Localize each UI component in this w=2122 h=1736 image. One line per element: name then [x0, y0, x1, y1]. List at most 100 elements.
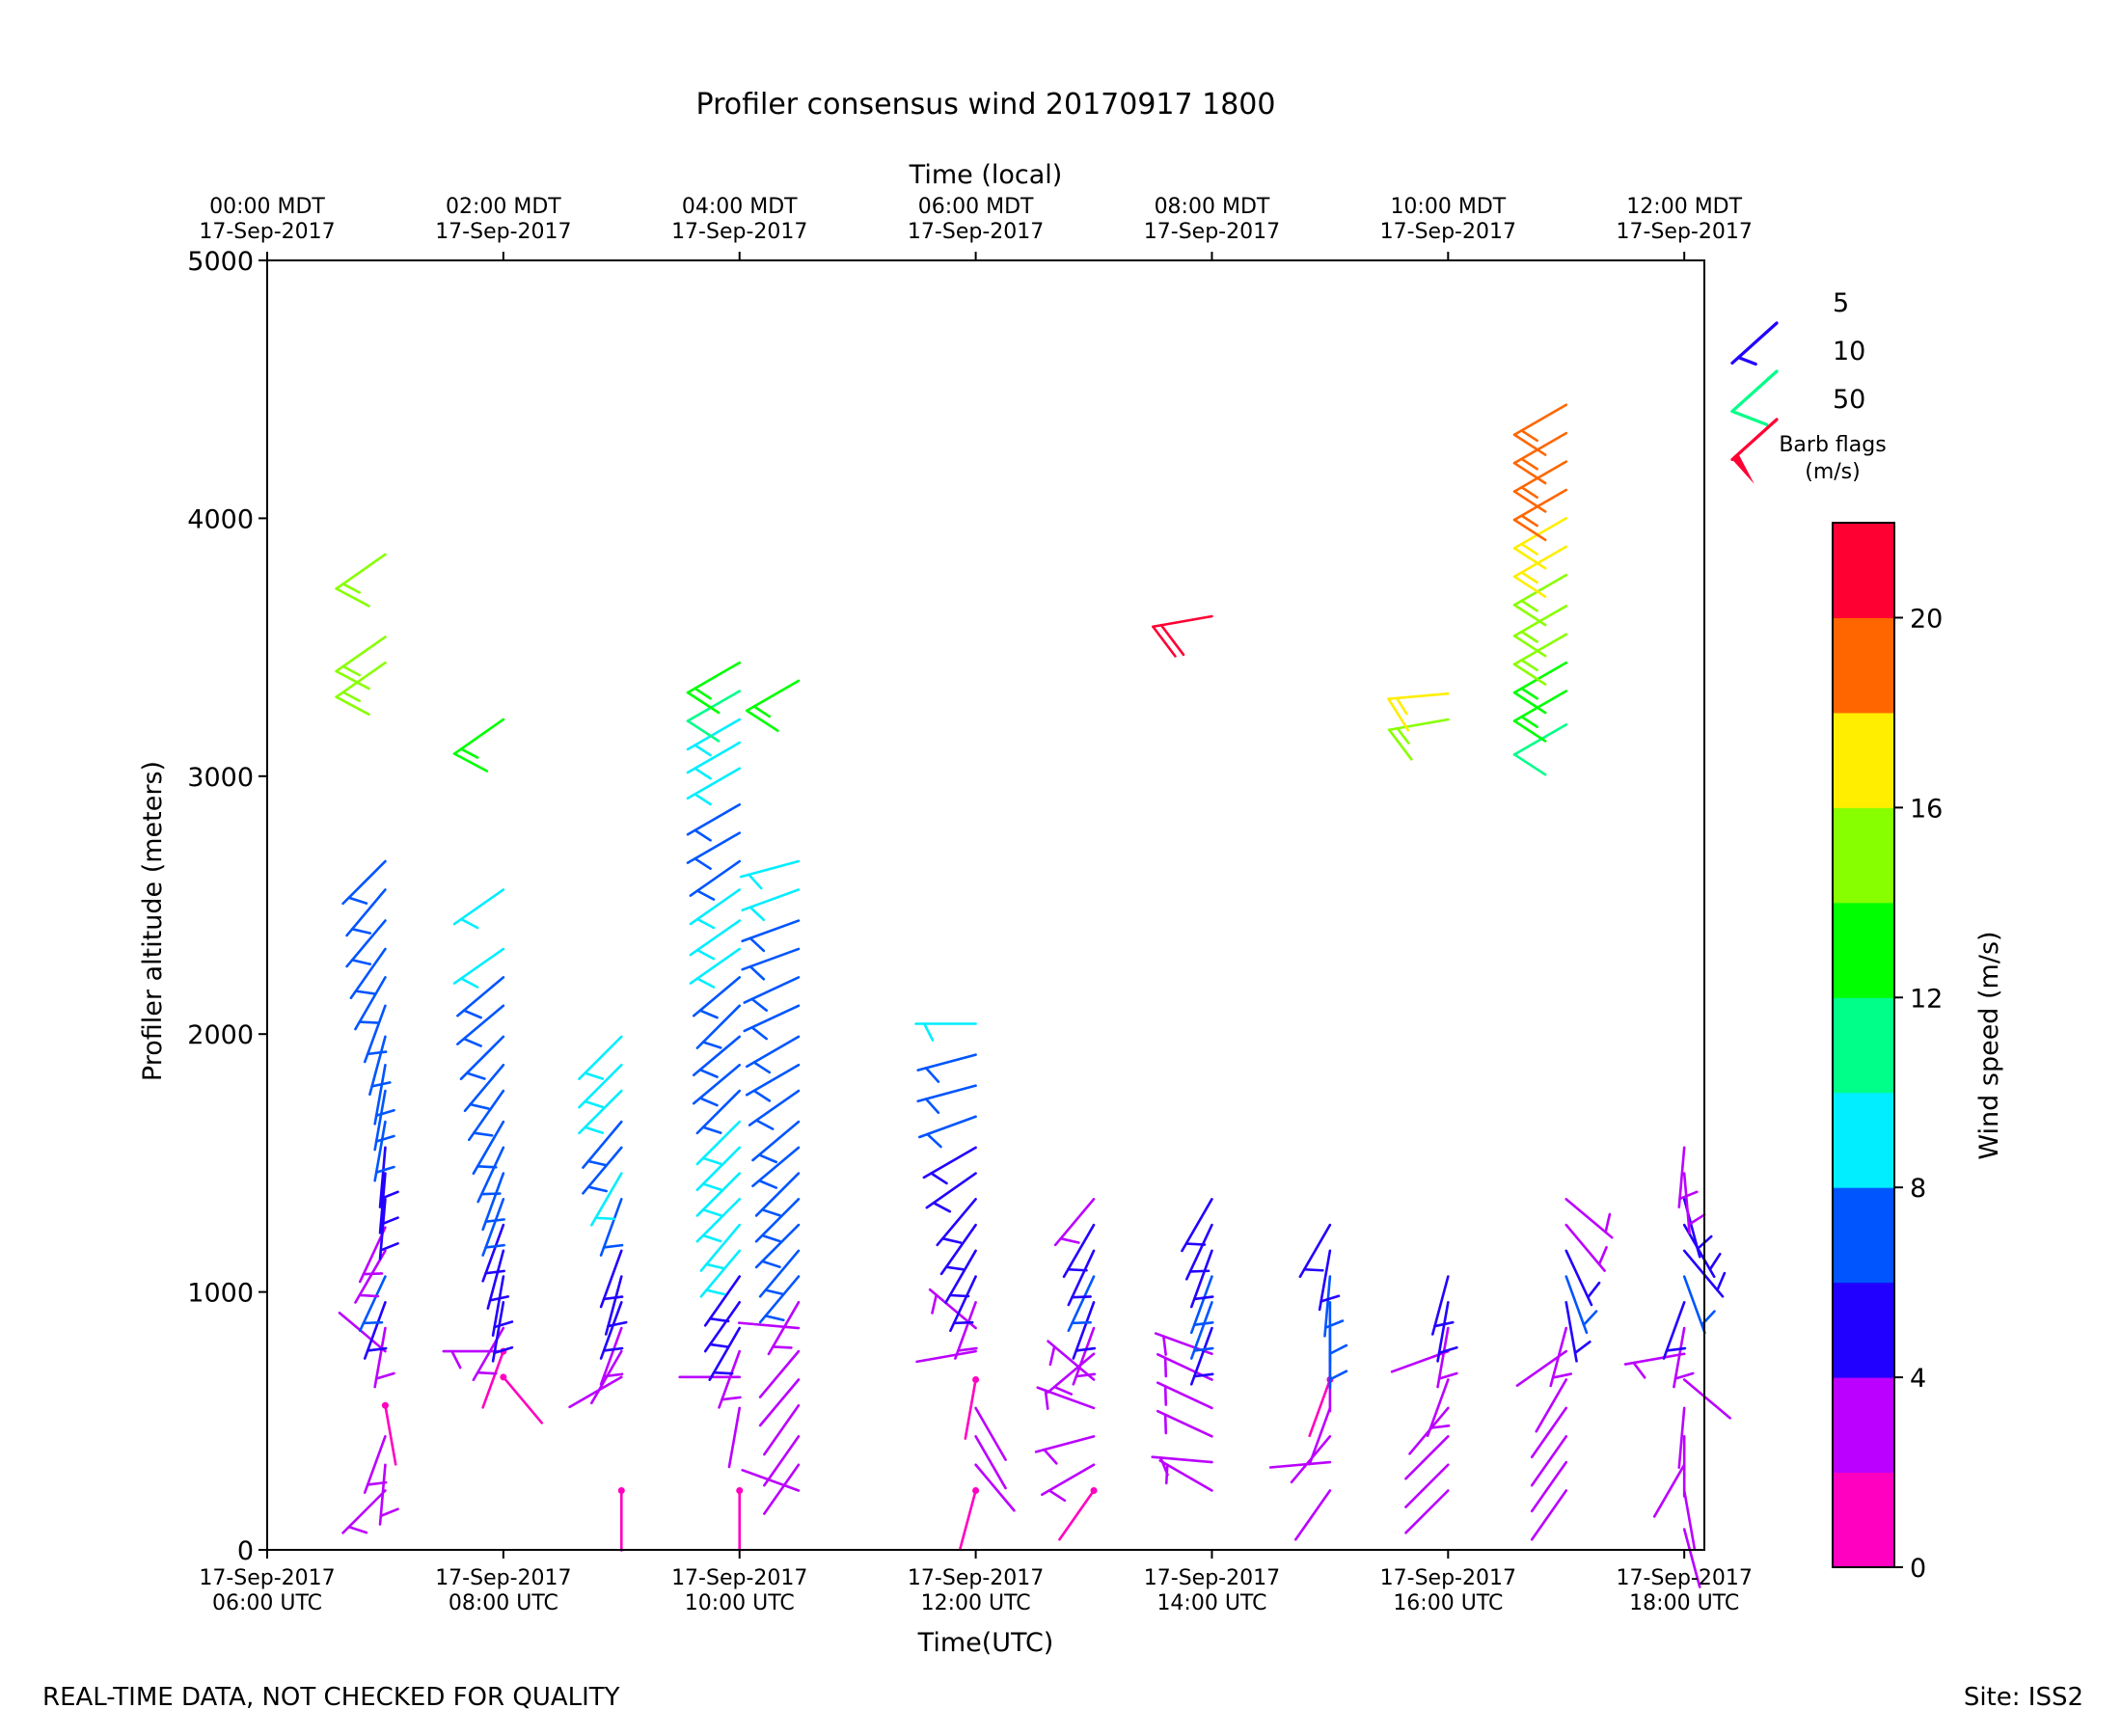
barb-half-feather [926, 1132, 942, 1149]
barb-shaft [373, 1120, 387, 1182]
barb-half-feather [1604, 1212, 1612, 1234]
barb-half-feather [379, 1216, 399, 1227]
barb-half-feather [484, 1218, 505, 1224]
barb-half-feather [698, 1097, 719, 1107]
barb-shaft [767, 1300, 801, 1356]
wind-barb [578, 1089, 623, 1135]
wind-profile-column [1034, 1198, 1098, 1541]
barb-shaft [1072, 1326, 1096, 1386]
wind-barb [964, 1376, 980, 1440]
barb-shaft [686, 718, 742, 751]
barb-shaft [456, 1004, 505, 1045]
barb-shaft [751, 1120, 801, 1162]
wind-barb [1512, 633, 1568, 686]
wind-barb [727, 1406, 742, 1469]
barb-shaft [741, 919, 801, 943]
barb-shaft [1512, 661, 1568, 694]
barb-shaft [695, 1172, 742, 1217]
colorbar-cell [1833, 1187, 1894, 1284]
barb-feather [686, 691, 721, 715]
barb-half-feather [701, 1041, 722, 1049]
barb-half-feather [488, 1295, 510, 1302]
barb-shaft [599, 1198, 623, 1257]
barb-shaft [335, 661, 387, 699]
colorbar-tick-label: 4 [1910, 1364, 1926, 1394]
x-tick-label-time: 10:00 UTC [685, 1591, 795, 1615]
wind-barb [1189, 1326, 1214, 1386]
barb-feather [1159, 623, 1185, 657]
x-tick-label-date: 17-Sep-2017 [1380, 1566, 1516, 1590]
barb-half-feather [748, 936, 766, 953]
barb-half-feather [1071, 1295, 1092, 1299]
barb-shaft [1184, 1223, 1213, 1281]
barb-shaft [1512, 460, 1568, 493]
wind-barb [1053, 1198, 1096, 1247]
barb-half-feather [459, 977, 479, 989]
legend-title-line2: (m/s) [1805, 460, 1860, 484]
barb-shaft [1189, 1249, 1213, 1309]
barb-shaft [589, 1172, 623, 1227]
barb-shaft [599, 1300, 623, 1360]
barb-half-feather [374, 1108, 395, 1118]
barb-half-feather [602, 1295, 624, 1301]
barb-shaft [974, 1406, 1007, 1461]
wind-barb [1512, 573, 1568, 627]
barb-half-feather [931, 1293, 939, 1315]
wind-barb [751, 1146, 801, 1189]
barb-half-feather [754, 1119, 775, 1130]
colorbar-cell [1833, 617, 1894, 714]
wind-barb [699, 1223, 742, 1272]
barb-half-feather [694, 793, 712, 806]
wind-barb [1564, 1249, 1601, 1307]
barb-half-feather [705, 1288, 726, 1296]
y-tick-label: 1000 [187, 1279, 254, 1309]
colorbar-cell [1833, 997, 1894, 1094]
wind-barb [689, 888, 742, 930]
barb-shaft [578, 1035, 623, 1081]
barb-shaft [754, 1223, 801, 1269]
barb-shaft [708, 1326, 742, 1382]
barb-shaft [1730, 418, 1779, 462]
barb-shaft [1156, 1381, 1213, 1410]
barb-half-feather [484, 1269, 505, 1275]
barb-half-feather [1673, 1371, 1695, 1380]
y-tick-label: 5000 [187, 247, 254, 277]
barb-half-feather [1163, 1413, 1168, 1435]
wind-barb [745, 1063, 801, 1102]
barb-half-feather [701, 1234, 722, 1243]
barb-shaft [699, 1249, 742, 1298]
barb-shaft [954, 1300, 977, 1360]
colorbar-tick-label: 20 [1910, 604, 1943, 634]
barb-half-feather [1159, 1456, 1169, 1477]
barb-shaft [582, 1120, 623, 1169]
wind-barb [1652, 1463, 1686, 1518]
top-tick-label-time: 02:00 MDT [446, 195, 561, 219]
barb-shaft [1512, 633, 1568, 666]
barb-half-feather [341, 583, 361, 594]
wind-barb [1512, 723, 1568, 776]
barb-feather [1512, 719, 1547, 743]
barb-half-feather [748, 873, 763, 890]
barb-half-feather [1044, 1389, 1049, 1410]
wind-barb [1512, 690, 1568, 743]
barb-half-feather [1433, 1320, 1455, 1328]
barb-half-feather [757, 1153, 778, 1164]
barb-shaft [491, 1300, 505, 1363]
barb-half-feather [1582, 1310, 1598, 1326]
barb-half-feather [748, 964, 766, 981]
barb-shaft [463, 1063, 505, 1113]
barb-shaft [1189, 1275, 1213, 1335]
barb-half-feather [1323, 1319, 1345, 1329]
wind-barb [918, 1115, 977, 1149]
wind-barb [335, 636, 387, 691]
wind-barb [1298, 1223, 1332, 1279]
wind-barb [378, 1463, 399, 1526]
wind-barb [604, 1275, 628, 1336]
plot-frame [266, 259, 1705, 1551]
wind-barb [456, 1004, 505, 1047]
barb-half-feather [764, 1288, 785, 1296]
wind-barb [452, 888, 505, 930]
wind-barb [939, 1223, 977, 1276]
barb-half-feather [350, 928, 372, 935]
barb-shaft [481, 1223, 505, 1283]
